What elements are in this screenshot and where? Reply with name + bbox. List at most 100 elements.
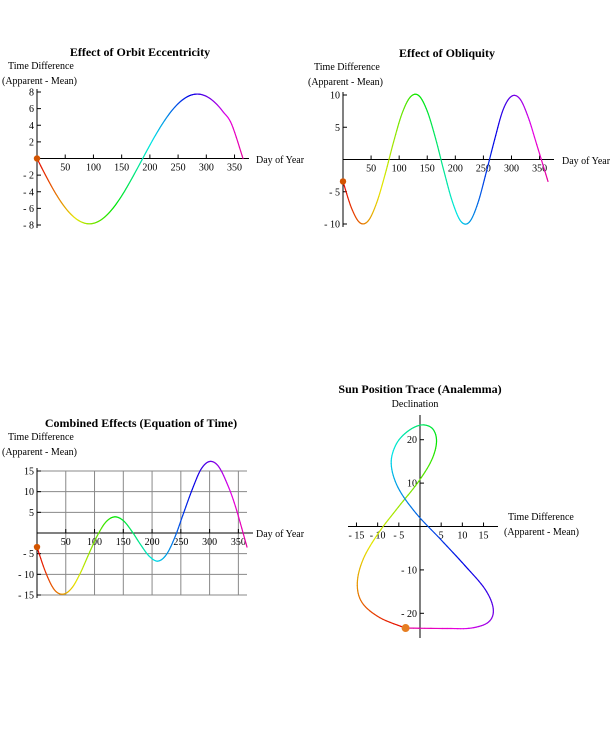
series-segment	[380, 525, 384, 531]
series-segment	[241, 527, 244, 535]
y-ticks: - 10 - 5 5 10	[324, 91, 347, 231]
series-segment	[491, 142, 495, 149]
series-line	[36, 460, 248, 595]
series-segment	[233, 502, 237, 508]
y-tick-label: 5	[335, 123, 340, 134]
series-segment	[241, 155, 244, 160]
series-segment	[478, 195, 481, 201]
series-segment	[344, 189, 348, 195]
series-segment	[488, 155, 492, 161]
x-tick-label: 200	[142, 163, 157, 174]
series-segment	[481, 184, 484, 190]
series-segment	[396, 126, 399, 132]
series-segment	[461, 561, 466, 567]
y-axis-label: Time Difference	[8, 61, 74, 72]
x-tick-label: 350	[231, 537, 246, 548]
start-marker	[339, 178, 347, 185]
y-tick-label: 6	[29, 104, 34, 115]
y-tick-label: - 10	[401, 565, 417, 576]
series-segment	[234, 505, 238, 512]
x-tick-label: 5	[439, 531, 444, 542]
series-segment	[42, 565, 46, 570]
series-segment	[385, 620, 391, 623]
y-ticks: - 8 - 6 - 4 - 2 2 4 6 8	[23, 88, 41, 232]
series-segment	[387, 515, 392, 521]
series-segment	[382, 618, 387, 622]
x-tick-label: 150	[114, 163, 129, 174]
series-segment	[239, 521, 243, 529]
y-tick-label: 8	[29, 88, 34, 99]
series-segment	[380, 185, 383, 191]
series-segment	[412, 509, 417, 515]
series-segment	[343, 185, 347, 191]
y-tick-label: - 15	[18, 591, 34, 602]
start-point-marker	[339, 178, 347, 185]
y-axis-label-sub: (Apparent - Mean)	[308, 77, 383, 88]
start-marker	[401, 624, 410, 633]
series-segment	[495, 130, 498, 137]
y-tick-label: 2	[29, 137, 34, 148]
series-segment	[440, 158, 443, 165]
series-segment	[492, 138, 496, 145]
start-point-marker	[33, 543, 41, 551]
series-segment	[448, 191, 452, 196]
x-tick-label: 300	[202, 537, 217, 548]
series-segment	[387, 157, 390, 163]
y-tick-label: - 4	[23, 187, 34, 198]
series-segment	[393, 623, 399, 626]
series-segment	[389, 621, 395, 625]
series-segment	[240, 151, 243, 157]
y-axis-label: Time Difference	[314, 62, 380, 73]
y-tick-label: - 8	[23, 221, 34, 232]
chart-title: Sun Position Trace (Analemma)	[338, 382, 501, 396]
series-segment	[237, 515, 241, 523]
series-segment	[373, 535, 377, 541]
series-segment	[532, 132, 536, 138]
series-segment	[399, 489, 403, 495]
series-segment	[397, 503, 402, 508]
series-segment	[496, 126, 499, 133]
x-tick-label: 15	[479, 531, 489, 542]
series-segment	[242, 533, 246, 540]
series-segment	[245, 543, 248, 548]
series-segment	[446, 545, 451, 550]
y-tick-label: 15	[24, 467, 34, 478]
y-tick-label: - 2	[23, 171, 34, 182]
series-segment	[41, 561, 44, 567]
series-segment	[497, 122, 500, 129]
series-segment	[410, 488, 414, 493]
series-segment	[539, 153, 542, 160]
series-segment	[397, 122, 400, 128]
axes	[348, 415, 498, 638]
series-segment	[536, 144, 539, 150]
x-axis-label-sub: (Apparent - Mean)	[504, 527, 579, 538]
series-segment	[392, 509, 397, 514]
series-segment	[418, 516, 423, 521]
y-tick-label: - 10	[324, 220, 340, 231]
series-segment	[388, 153, 391, 159]
x-axis-label: Day of Year	[562, 156, 611, 167]
y-tick-label: - 5	[329, 187, 340, 198]
series-segment	[365, 548, 369, 554]
series-segment	[235, 136, 239, 143]
x-tick-label: 200	[448, 164, 463, 175]
y-tick-label: 4	[29, 121, 34, 132]
series-segment	[478, 580, 482, 585]
series-segment	[394, 133, 397, 139]
series-segment	[494, 134, 497, 141]
series-segment	[499, 115, 502, 121]
series-segment	[385, 519, 389, 524]
x-axis-label: Day of Year	[256, 155, 305, 166]
y-tick-label: - 5	[23, 549, 34, 560]
series-segment	[436, 142, 439, 148]
series-segment	[540, 158, 544, 166]
x-tick-label: 150	[116, 537, 131, 548]
series-segment	[234, 131, 237, 138]
y-ticks: - 20 - 10 10 20	[401, 435, 424, 620]
series-segment	[383, 173, 386, 179]
series-segment	[414, 482, 419, 487]
series-segment	[440, 538, 445, 544]
x-tick-label: 50	[366, 164, 376, 175]
